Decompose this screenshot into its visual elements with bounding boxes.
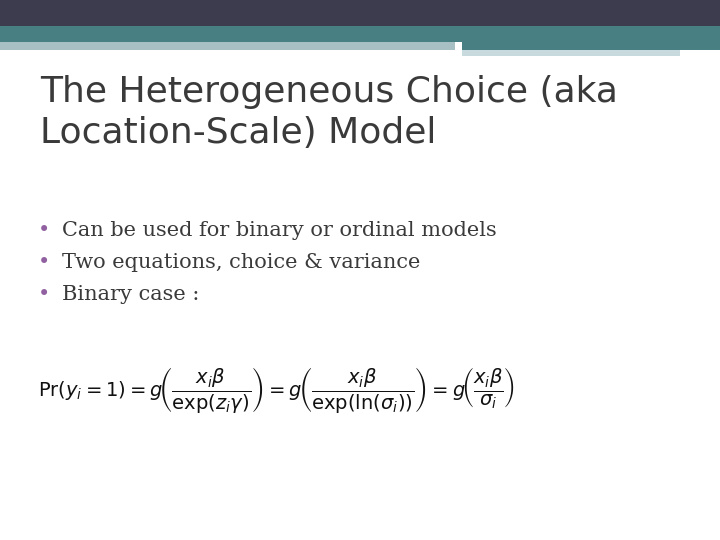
- Bar: [462, 42, 720, 50]
- Text: •: •: [38, 252, 50, 272]
- Text: •: •: [38, 284, 50, 304]
- Text: Can be used for binary or ordinal models: Can be used for binary or ordinal models: [62, 220, 497, 240]
- Text: •: •: [38, 220, 50, 240]
- Text: The Heterogeneous Choice (aka
Location-Scale) Model: The Heterogeneous Choice (aka Location-S…: [40, 75, 618, 150]
- Bar: [462, 50, 680, 56]
- Text: $\mathregular{Pr}(y_i = 1) = g\!\left(\dfrac{x_i\beta}{\exp(z_i\gamma)}\right) =: $\mathregular{Pr}(y_i = 1) = g\!\left(\d…: [38, 365, 515, 415]
- Text: Binary case :: Binary case :: [62, 285, 199, 303]
- Bar: [0, 0, 720, 26]
- Text: Two equations, choice & variance: Two equations, choice & variance: [62, 253, 420, 272]
- Bar: [0, 42, 455, 50]
- Bar: [0, 26, 720, 42]
